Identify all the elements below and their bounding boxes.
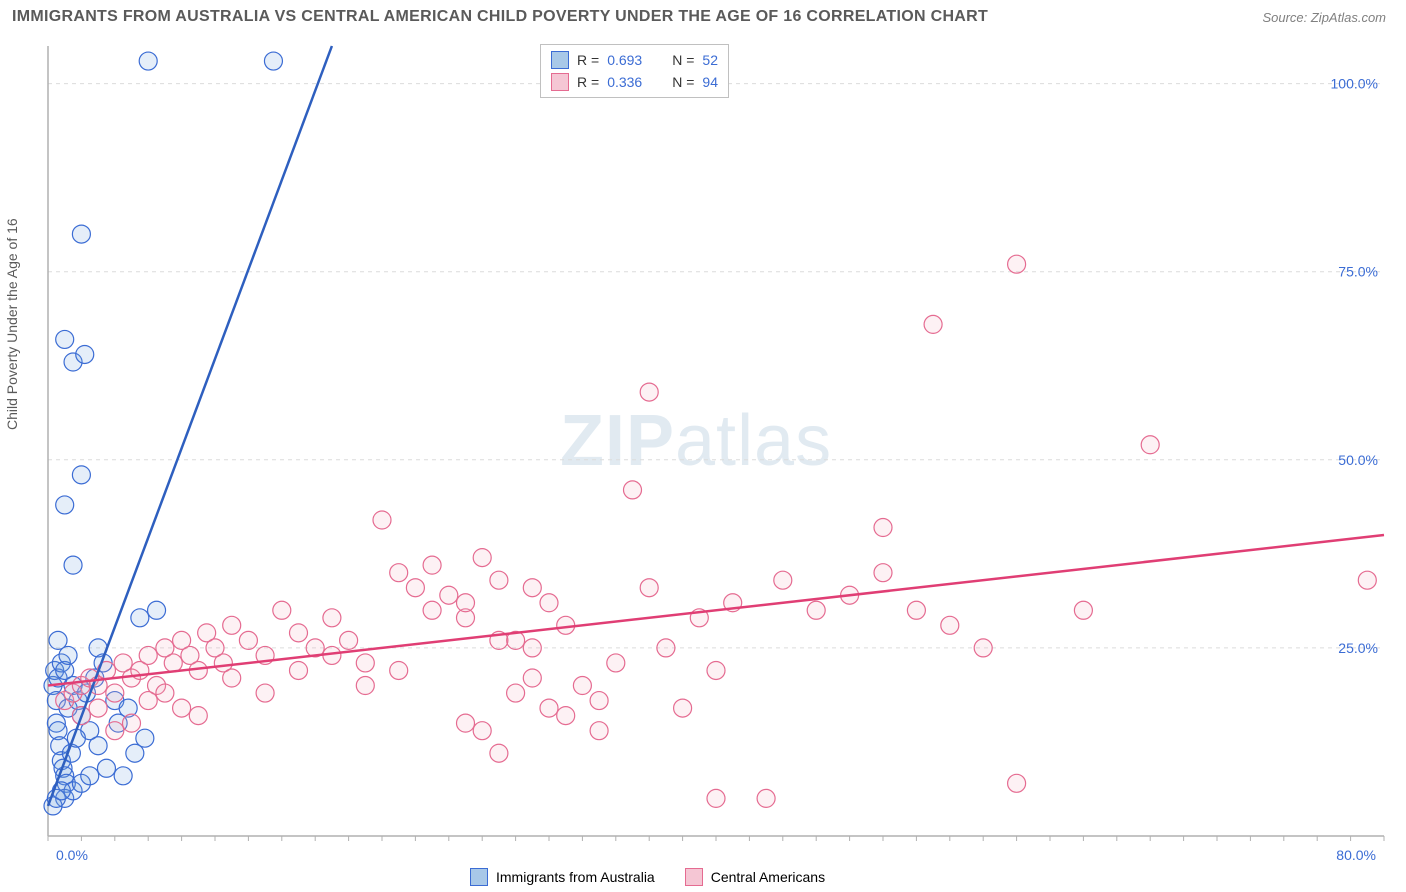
correlation-chart: 25.0% 50.0% 75.0% 100.0% 0.0% 80.0%	[0, 36, 1406, 892]
legend-stats-row: R =0.336 N =94	[551, 71, 718, 93]
svg-text:25.0%: 25.0%	[1338, 640, 1378, 656]
legend-item: Immigrants from Australia	[470, 868, 655, 886]
legend-series: Immigrants from Australia Central Americ…	[470, 868, 825, 886]
legend-swatch-icon	[551, 51, 569, 69]
legend-stats-row: R =0.693 N =52	[551, 49, 718, 71]
legend-swatch-icon	[685, 868, 703, 886]
svg-text:100.0%: 100.0%	[1331, 76, 1378, 92]
svg-text:80.0%: 80.0%	[1336, 847, 1376, 863]
legend-stats: R =0.693 N =52 R =0.336 N =94	[540, 44, 729, 98]
legend-item: Central Americans	[685, 868, 825, 886]
svg-text:75.0%: 75.0%	[1338, 264, 1378, 280]
svg-text:50.0%: 50.0%	[1338, 452, 1378, 468]
chart-title: IMMIGRANTS FROM AUSTRALIA VS CENTRAL AME…	[12, 8, 988, 26]
svg-text:0.0%: 0.0%	[56, 847, 88, 863]
legend-swatch-icon	[470, 868, 488, 886]
legend-swatch-icon	[551, 73, 569, 91]
source-label: Source: ZipAtlas.com	[1262, 10, 1386, 25]
